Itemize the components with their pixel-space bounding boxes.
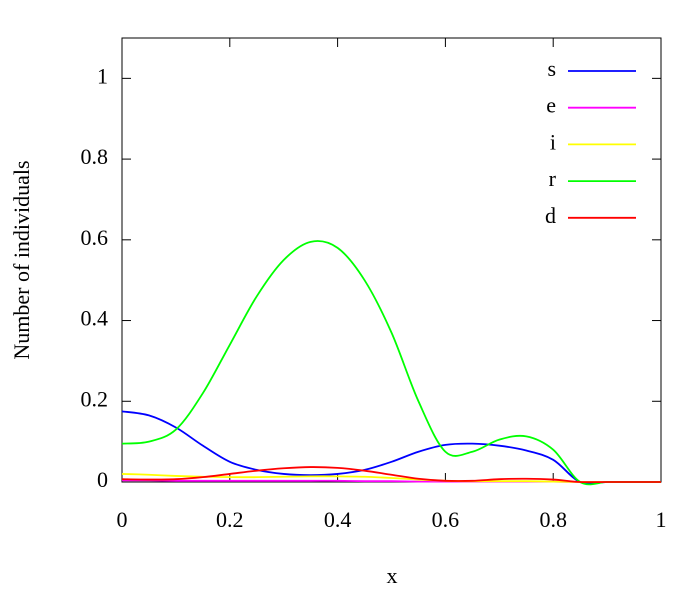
x-tick-label: 0.2	[216, 507, 244, 532]
x-tick-label: 0.4	[324, 507, 352, 532]
y-tick-label: 0.8	[81, 144, 109, 169]
y-tick-label: 0.6	[81, 225, 109, 250]
y-axis-label: Number of individuals	[9, 160, 34, 359]
series-line	[121, 240, 661, 486]
x-tick-label: 0.8	[539, 507, 567, 532]
x-tick-label: 0	[117, 507, 128, 532]
x-tick-label: 0.6	[432, 507, 460, 532]
series-line	[121, 466, 661, 484]
legend-label: r	[549, 166, 557, 191]
y-tick-label: 1	[97, 63, 108, 88]
legend-label: d	[545, 203, 556, 228]
series-line	[121, 410, 661, 485]
x-tick-label: 1	[656, 507, 667, 532]
y-tick-label: 0.4	[81, 306, 109, 331]
y-tick-label: 0	[97, 467, 108, 492]
legend-label: i	[550, 129, 556, 154]
legend-label: s	[547, 56, 556, 81]
plot-frame	[121, 37, 662, 483]
x-axis-label: x	[387, 563, 398, 588]
legend-label: e	[546, 93, 556, 118]
y-tick-label: 0.2	[81, 386, 109, 411]
